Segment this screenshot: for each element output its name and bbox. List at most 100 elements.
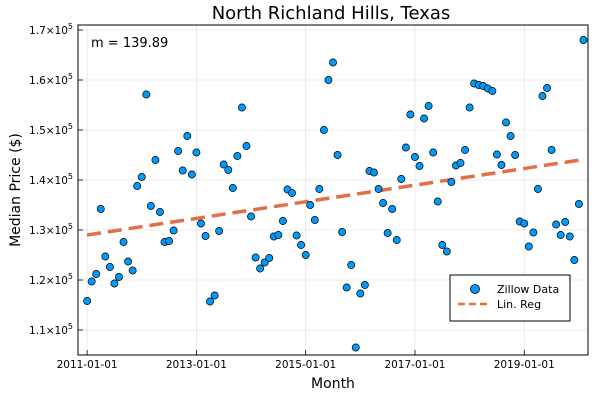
x-tick-label: 2017-01-01 [384, 359, 445, 371]
data-point [142, 90, 151, 99]
data-point [338, 228, 347, 236]
data-point [119, 238, 128, 246]
legend-label-linreg: Lin. Reg [497, 298, 541, 311]
data-point [347, 261, 356, 269]
data-point [324, 76, 333, 84]
data-point [556, 231, 565, 239]
data-point [128, 266, 137, 275]
data-point [397, 175, 406, 183]
data-point [169, 226, 178, 235]
data-point [83, 297, 92, 305]
regression-line [86, 157, 584, 237]
data-point [156, 208, 164, 216]
data-point [561, 218, 570, 226]
data-point [310, 216, 319, 224]
data-point [306, 201, 315, 209]
data-point [488, 87, 497, 95]
data-point [543, 84, 551, 92]
grid [78, 25, 588, 355]
data-point [274, 231, 283, 239]
y-tick-label: 1.3×105 [29, 222, 73, 237]
data-point [210, 291, 219, 300]
data-point [524, 242, 533, 251]
data-point [442, 247, 451, 256]
legend-label-zillow: Zillow Data [497, 283, 559, 296]
legend-box [449, 274, 571, 322]
legend: Zillow Data Lin. Reg [449, 274, 571, 322]
data-point [565, 232, 574, 241]
data-point [461, 146, 470, 154]
y-tick-label: 1.4×105 [29, 172, 73, 187]
data-point [237, 103, 246, 112]
x-tick-label: 2011-01-01 [57, 359, 118, 371]
data-point [415, 162, 424, 170]
data-point [265, 254, 274, 262]
data-point [251, 253, 260, 262]
data-point [228, 184, 237, 192]
data-point [133, 182, 142, 190]
data-point [360, 281, 369, 289]
data-point [529, 228, 538, 237]
data-point [511, 151, 520, 159]
data-point [538, 92, 547, 100]
data-point [124, 257, 133, 266]
data-point [329, 58, 337, 67]
data-point [547, 146, 556, 154]
data-point [224, 166, 233, 174]
data-point [101, 252, 110, 261]
data-point [570, 256, 579, 264]
data-point [278, 217, 287, 225]
data-point [388, 205, 397, 213]
data-point [356, 289, 365, 298]
data-point [520, 219, 529, 228]
data-point [552, 220, 561, 229]
data-point [187, 170, 196, 179]
data-point [174, 147, 183, 155]
x-axis-label: Month [311, 376, 355, 392]
data-point [315, 185, 324, 193]
data-point [87, 277, 96, 286]
data-point [292, 231, 301, 240]
data-point [533, 185, 542, 193]
series-lin-reg [86, 157, 584, 237]
legend-marker-zillow [470, 284, 480, 294]
data-point [256, 264, 265, 273]
data-point [96, 205, 105, 213]
data-point [429, 148, 438, 157]
data-point [351, 343, 360, 352]
data-point [370, 168, 378, 177]
data-point [438, 241, 447, 249]
y-tick-label: 1.1×105 [29, 322, 73, 337]
plot-frame [77, 24, 589, 356]
data-point [242, 142, 251, 150]
x-tick-label: 2013-01-01 [166, 359, 227, 371]
y-axis-label: Median Price ($) [8, 133, 24, 247]
data-point [92, 270, 101, 278]
data-point [297, 241, 306, 249]
data-point [247, 212, 255, 221]
data-point [146, 202, 155, 210]
chart-title: North Richland Hills, Texas [212, 3, 451, 24]
x-tick-label: 2019-01-01 [494, 359, 555, 371]
data-point [319, 126, 328, 134]
data-point [178, 166, 187, 175]
data-point [288, 189, 296, 197]
data-point [342, 283, 351, 292]
data-point [579, 36, 588, 44]
x-axis: 2011-01-01 2013-01-01 2015-01-01 2017-01-01… [57, 350, 555, 371]
series-zillow-data [83, 36, 588, 352]
data-point [115, 273, 123, 281]
data-point [201, 232, 210, 240]
data-point [411, 153, 419, 161]
y-tick-label: 1.2×105 [29, 272, 73, 287]
data-point [401, 143, 410, 152]
data-point [383, 229, 392, 237]
data-point [492, 150, 501, 159]
data-point [333, 151, 342, 159]
data-point [183, 132, 192, 140]
data-point [465, 103, 474, 112]
data-point [219, 160, 228, 169]
data-point [215, 227, 224, 235]
data-point [502, 118, 510, 127]
data-point [137, 173, 146, 181]
